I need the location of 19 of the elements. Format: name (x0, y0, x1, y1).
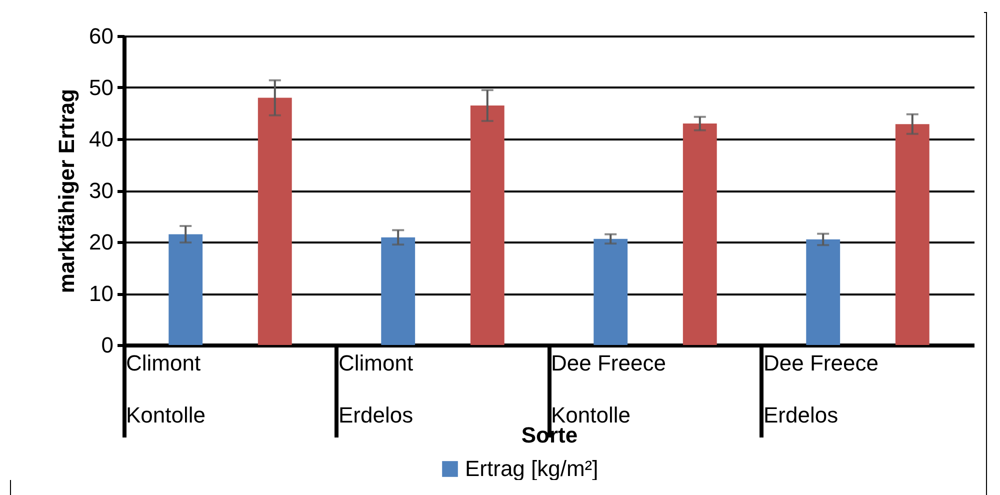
bar (895, 124, 930, 345)
bar (381, 237, 416, 345)
y-tick-label: 60 (89, 24, 114, 48)
category-label: Dee Freece Erdelos (764, 350, 878, 428)
bar (806, 239, 840, 345)
category-label: Climont Erdelos (338, 350, 414, 428)
category-label: Climont Kontolle (126, 350, 206, 428)
bar (470, 106, 504, 345)
bar (168, 234, 203, 345)
y-tick-label: 50 (89, 75, 114, 100)
y-tick-label: 20 (89, 230, 114, 254)
y-tick-label: 0 (101, 332, 114, 358)
bar (258, 98, 292, 345)
bar (682, 124, 717, 345)
y-tick-label: 40 (89, 126, 114, 152)
y-tick-label: 10 (89, 281, 114, 306)
y-tick-label: 30 (89, 178, 114, 203)
bar (594, 238, 628, 345)
y-axis-title: marktfähiger Ertrag (54, 88, 80, 294)
